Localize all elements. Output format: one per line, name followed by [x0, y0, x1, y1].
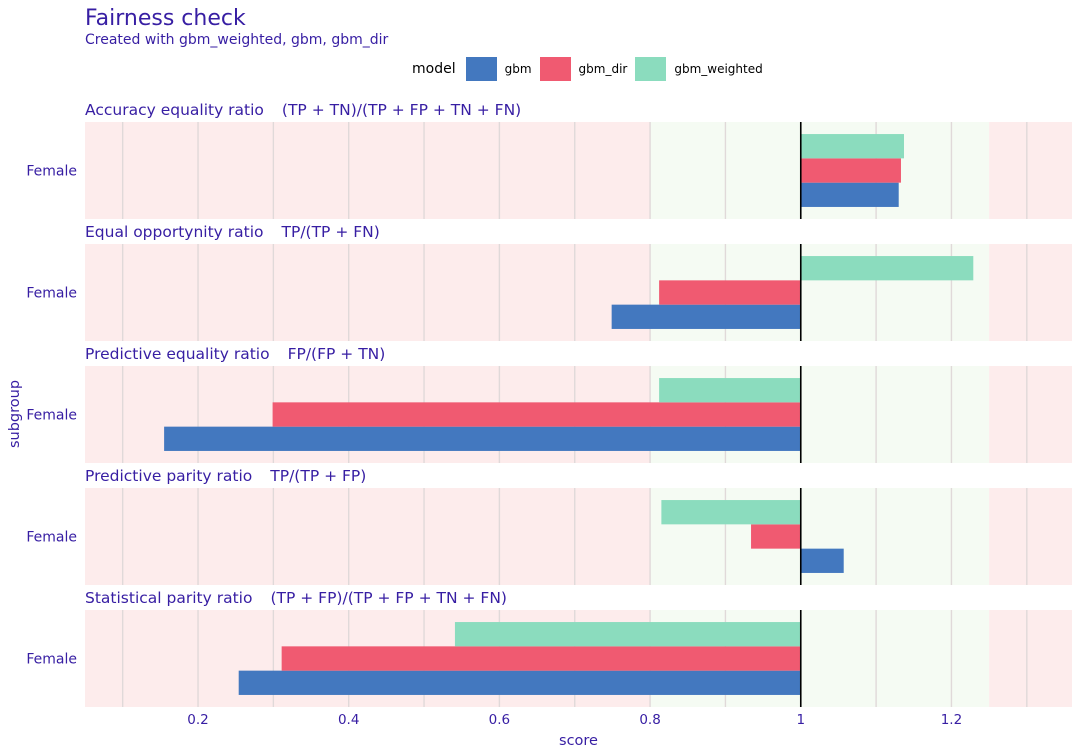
red-zone-right — [989, 366, 1072, 463]
panel-3: Predictive equality ratio FP/(FP + TN) Fem… — [26, 345, 1072, 463]
x-tick-label: 0.8 — [639, 712, 660, 728]
panel-title: Accuracy equality ratio (TP + TN)/(TP + F… — [85, 101, 521, 119]
legend-item-gbm-weighted: gbm_weighted — [635, 57, 763, 81]
panel-formula: FP/(FP + TN) — [288, 345, 386, 363]
red-zone-left — [85, 122, 651, 219]
legend-item-gbm: gbm — [465, 57, 532, 81]
bar-gbm-dir — [800, 158, 901, 183]
panel-metric-label: Equal opportynity ratio — [85, 223, 264, 241]
category-label: Female — [26, 408, 77, 424]
legend-key-gbm-dir — [539, 57, 571, 81]
legend-item-gbm-dir: gbm_dir — [539, 57, 628, 81]
bar-gbm-dir — [659, 280, 801, 305]
bar-gbm-dir — [281, 646, 801, 671]
chart-subtitle: Created with gbm_weighted, gbm, gbm_dir — [85, 32, 389, 48]
bar-gbm-weighted — [659, 378, 801, 403]
red-zone-right — [989, 488, 1072, 585]
category-label: Female — [26, 286, 77, 302]
legend-key-gbm-weighted — [635, 57, 667, 81]
bar-gbm-weighted — [800, 256, 974, 281]
bar-gbm-dir — [751, 524, 801, 549]
panel-1: Accuracy equality ratio (TP + TN)/(TP + F… — [26, 101, 1072, 219]
category-label: Female — [26, 164, 77, 180]
x-tick-label: 0.4 — [338, 712, 359, 728]
panel-metric-label: Accuracy equality ratio — [85, 101, 264, 119]
legend-title: model — [412, 61, 456, 77]
bar-gbm — [238, 670, 801, 695]
red-zone-right — [989, 122, 1072, 219]
bar-gbm-weighted — [454, 622, 801, 647]
red-zone-right — [989, 610, 1072, 707]
panel-formula: (TP + FP)/(TP + FP + TN + FN) — [270, 589, 507, 607]
red-zone-right — [989, 244, 1072, 341]
bar-gbm — [611, 304, 801, 329]
x-axis-title: score — [559, 733, 598, 749]
x-tick-label: 0.6 — [489, 712, 510, 728]
category-label: Female — [26, 530, 77, 546]
red-zone-left — [85, 488, 651, 585]
panel-formula: (TP + TN)/(TP + FP + TN + FN) — [282, 101, 521, 119]
x-tick-label: 1.2 — [941, 712, 962, 728]
legend-label-gbm-dir: gbm_dir — [578, 62, 628, 76]
panel-metric-label: Predictive equality ratio — [85, 345, 270, 363]
panel-formula: TP/(TP + FP) — [269, 467, 366, 485]
legend-label-gbm-weighted: gbm_weighted — [674, 62, 763, 76]
legend: model gbm gbm_dir gbm_weighted — [412, 57, 771, 81]
panel-metric-label: Statistical parity ratio — [85, 589, 252, 607]
panel-title: Predictive equality ratio FP/(FP + TN) — [85, 345, 385, 363]
panel-title: Equal opportynity ratio TP/(TP + FN) — [85, 223, 380, 241]
bar-gbm — [800, 548, 844, 573]
panel-4: Predictive parity ratio TP/(TP + FP) Femal… — [26, 467, 1072, 585]
red-zone-left — [85, 244, 651, 341]
legend-key-gbm — [465, 57, 497, 81]
legend-label-gbm: gbm — [504, 62, 532, 76]
chart-title: Fairness check — [85, 6, 246, 31]
bar-gbm-dir — [272, 402, 801, 427]
panel-5: Statistical parity ratio (TP + FP)/(TP + … — [26, 589, 1072, 707]
bar-gbm — [800, 182, 899, 207]
panel-metric-label: Predictive parity ratio — [85, 467, 252, 485]
panel-title: Predictive parity ratio TP/(TP + FP) — [85, 467, 366, 485]
bar-gbm-weighted — [800, 134, 904, 159]
category-label: Female — [26, 652, 77, 668]
panel-formula: TP/(TP + FN) — [281, 223, 380, 241]
bar-gbm — [164, 426, 801, 451]
panel-title: Statistical parity ratio (TP + FP)/(TP + … — [85, 589, 507, 607]
bar-gbm-weighted — [661, 500, 801, 525]
panel-2: Equal opportynity ratio TP/(TP + FN) Femal… — [26, 223, 1072, 341]
x-tick-label: 0.2 — [187, 712, 208, 728]
y-axis-title: subgroup — [7, 380, 23, 448]
x-tick-label: 1 — [796, 712, 805, 728]
